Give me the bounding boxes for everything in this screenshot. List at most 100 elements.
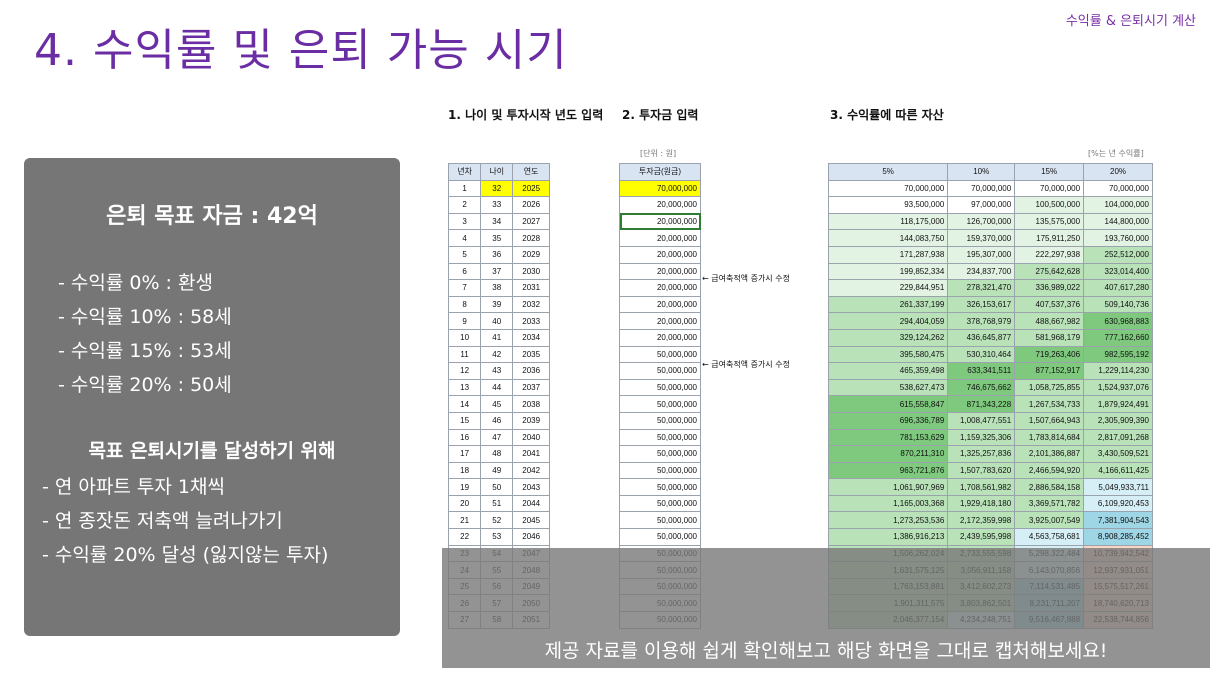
asset-cell-5[interactable]: 329,124,262: [827, 328, 949, 347]
age-cell[interactable]: 45: [480, 395, 514, 413]
asset-cell-15[interactable]: 3,925,007,549: [1014, 511, 1085, 530]
asset-cell-10[interactable]: 378,768,979: [947, 312, 1016, 330]
year-count-cell[interactable]: 18: [447, 461, 482, 480]
asset-cell-5[interactable]: 696,336,789: [827, 411, 949, 430]
asset-cell-20[interactable]: 193,760,000: [1083, 229, 1153, 247]
age-cell[interactable]: 48: [480, 445, 514, 463]
age-cell[interactable]: 40: [480, 312, 514, 330]
investment-cell[interactable]: 20,000,000: [619, 279, 701, 297]
asset-cell-15[interactable]: 1,507,664,943: [1014, 411, 1085, 430]
asset-cell-5[interactable]: 294,404,059: [827, 312, 949, 330]
asset-cell-20[interactable]: 982,595,192: [1083, 345, 1153, 364]
asset-cell-20[interactable]: 70,000,000: [1083, 179, 1153, 198]
asset-cell-10[interactable]: 2,172,359,998: [947, 511, 1016, 530]
asset-cell-10[interactable]: 326,153,617: [947, 295, 1016, 314]
year-count-cell[interactable]: 8: [447, 295, 482, 314]
asset-cell-10[interactable]: 70,000,000: [947, 179, 1016, 198]
asset-cell-15[interactable]: 719,263,406: [1014, 345, 1085, 364]
asset-cell-20[interactable]: 252,512,000: [1083, 245, 1153, 264]
year-cell[interactable]: 2030: [512, 262, 550, 281]
asset-cell-20[interactable]: 509,140,736: [1083, 295, 1153, 314]
asset-cell-10[interactable]: 195,307,000: [947, 245, 1016, 264]
asset-cell-5[interactable]: 963,721,876: [827, 461, 949, 480]
year-cell[interactable]: 2025: [512, 179, 550, 198]
asset-cell-5[interactable]: 781,153,629: [827, 428, 949, 447]
year-count-cell[interactable]: 10: [447, 328, 482, 347]
age-cell[interactable]: 37: [480, 262, 514, 281]
year-cell[interactable]: 2043: [512, 478, 550, 496]
investment-cell[interactable]: 50,000,000: [619, 345, 701, 364]
year-cell[interactable]: 2040: [512, 428, 550, 447]
asset-cell-20[interactable]: 1,229,114,230: [1083, 362, 1153, 380]
asset-cell-20[interactable]: 3,430,509,521: [1083, 445, 1153, 463]
asset-cell-20[interactable]: 777,162,660: [1083, 328, 1153, 347]
asset-cell-10[interactable]: 1,708,561,982: [947, 478, 1016, 496]
asset-cell-10[interactable]: 871,343,228: [947, 395, 1016, 413]
asset-cell-20[interactable]: 144,800,000: [1083, 212, 1153, 231]
asset-cell-5[interactable]: 465,359,498: [827, 362, 949, 380]
investment-cell[interactable]: 50,000,000: [619, 428, 701, 447]
asset-cell-15[interactable]: 1,783,814,684: [1014, 428, 1085, 447]
age-cell[interactable]: 34: [480, 212, 514, 231]
asset-cell-20[interactable]: 1,524,937,076: [1083, 378, 1153, 397]
investment-cell[interactable]: 20,000,000: [619, 196, 701, 214]
asset-cell-5[interactable]: 229,844,951: [827, 279, 949, 297]
asset-cell-10[interactable]: 746,675,662: [947, 378, 1016, 397]
asset-cell-15[interactable]: 1,267,534,733: [1014, 395, 1085, 413]
investment-cell[interactable]: 50,000,000: [619, 378, 701, 397]
investment-cell[interactable]: 20,000,000: [619, 245, 701, 264]
year-cell[interactable]: 2036: [512, 362, 550, 380]
year-cell[interactable]: 2046: [512, 528, 550, 546]
year-count-cell[interactable]: 7: [447, 279, 482, 297]
asset-cell-15[interactable]: 70,000,000: [1014, 179, 1085, 198]
year-cell[interactable]: 2045: [512, 511, 550, 530]
asset-cell-15[interactable]: 581,968,179: [1014, 328, 1085, 347]
asset-cell-15[interactable]: 100,500,000: [1014, 196, 1085, 214]
year-cell[interactable]: 2044: [512, 494, 550, 513]
year-cell[interactable]: 2027: [512, 212, 550, 231]
investment-cell[interactable]: 20,000,000: [619, 312, 701, 330]
age-cell[interactable]: 51: [480, 494, 514, 513]
asset-cell-10[interactable]: 1,507,783,620: [947, 461, 1016, 480]
asset-cell-15[interactable]: 3,369,571,782: [1014, 494, 1085, 513]
investment-cell[interactable]: 20,000,000: [619, 328, 701, 347]
asset-cell-15[interactable]: 488,667,982: [1014, 312, 1085, 330]
asset-cell-10[interactable]: 1,325,257,836: [947, 445, 1016, 463]
year-count-cell[interactable]: 12: [447, 362, 482, 380]
investment-cell[interactable]: 50,000,000: [619, 511, 701, 530]
age-cell[interactable]: 52: [480, 511, 514, 530]
year-cell[interactable]: 2026: [512, 196, 550, 214]
year-count-cell[interactable]: 22: [447, 528, 482, 546]
asset-cell-15[interactable]: 4,563,758,681: [1014, 528, 1085, 546]
age-cell[interactable]: 42: [480, 345, 514, 364]
investment-cell[interactable]: 20,000,000: [619, 229, 701, 247]
age-cell[interactable]: 43: [480, 362, 514, 380]
asset-cell-15[interactable]: 2,466,594,920: [1014, 461, 1085, 480]
age-cell[interactable]: 53: [480, 528, 514, 546]
year-count-cell[interactable]: 19: [447, 478, 482, 496]
age-cell[interactable]: 49: [480, 461, 514, 480]
year-cell[interactable]: 2034: [512, 328, 550, 347]
asset-cell-20[interactable]: 104,000,000: [1083, 196, 1153, 214]
year-cell[interactable]: 2033: [512, 312, 550, 330]
asset-cell-15[interactable]: 877,152,917: [1014, 362, 1085, 380]
age-cell[interactable]: 47: [480, 428, 514, 447]
asset-cell-15[interactable]: 336,989,022: [1014, 279, 1085, 297]
asset-cell-5[interactable]: 1,165,003,368: [827, 494, 949, 513]
year-count-cell[interactable]: 16: [447, 428, 482, 447]
year-count-cell[interactable]: 17: [447, 445, 482, 463]
asset-cell-20[interactable]: 6,109,920,453: [1083, 494, 1153, 513]
asset-cell-5[interactable]: 538,627,473: [827, 378, 949, 397]
age-cell[interactable]: 33: [480, 196, 514, 214]
year-count-cell[interactable]: 6: [447, 262, 482, 281]
asset-cell-5[interactable]: 1,386,916,213: [827, 528, 949, 546]
asset-cell-5[interactable]: 93,500,000: [827, 196, 949, 214]
asset-cell-10[interactable]: 278,321,470: [947, 279, 1016, 297]
year-cell[interactable]: 2038: [512, 395, 550, 413]
investment-cell[interactable]: 20,000,000: [619, 212, 701, 231]
asset-cell-10[interactable]: 126,700,000: [947, 212, 1016, 231]
asset-cell-15[interactable]: 135,575,000: [1014, 212, 1085, 231]
year-cell[interactable]: 2039: [512, 411, 550, 430]
asset-cell-15[interactable]: 1,058,725,855: [1014, 378, 1085, 397]
asset-cell-10[interactable]: 530,310,464: [947, 345, 1016, 364]
